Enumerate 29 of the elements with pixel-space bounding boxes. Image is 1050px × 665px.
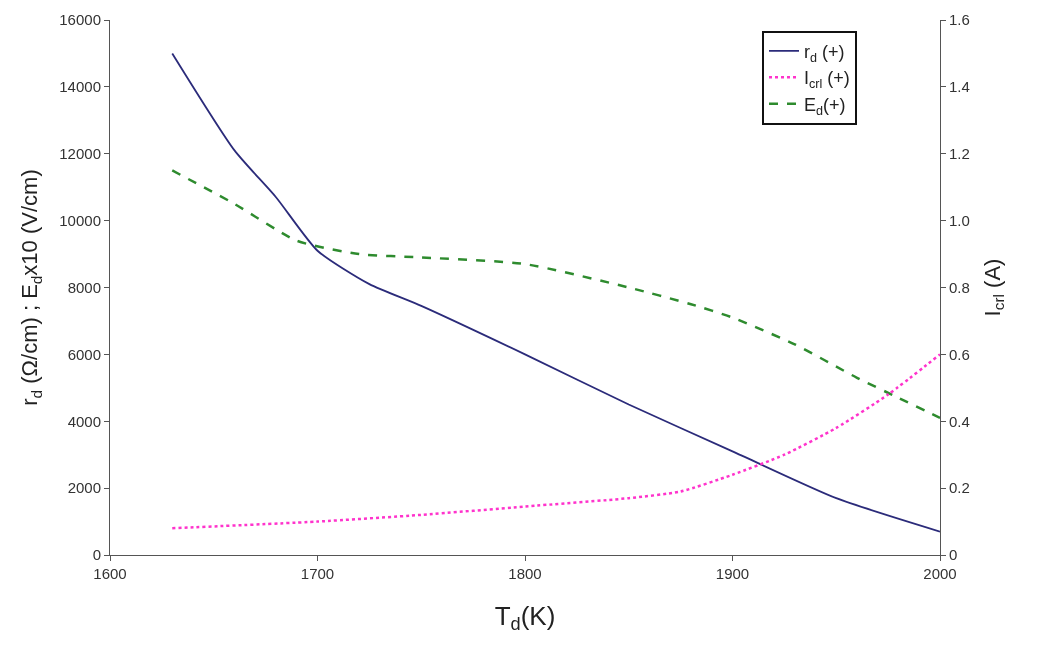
y-tick-label: 16000 [59, 11, 101, 29]
y2-tick-label: 1.6 [949, 11, 970, 29]
legend-label: I$_{crl}$ (+) [804, 68, 850, 92]
x-axis-title: T$_{d}$(K) [494, 600, 556, 635]
y-tick-label: 6000 [67, 345, 101, 363]
y-tick-label: 0 [92, 546, 101, 564]
y-tick-label: 12000 [59, 145, 101, 162]
y2-tick-label: 1.4 [949, 78, 970, 96]
y2-tick-label: 0 [949, 546, 958, 564]
line-series [171, 353, 940, 530]
y-tick-label: 4000 [67, 412, 101, 430]
x-tick-label: 1900 [715, 565, 750, 582]
y-tick-label: 14000 [59, 78, 101, 96]
y2-tick-label: 0.8 [949, 278, 970, 296]
x-tick-label: 1600 [93, 565, 127, 582]
line-series [171, 169, 940, 420]
y2-tick-label: 0.2 [949, 479, 970, 497]
y2-tick-label: 0.4 [949, 412, 970, 430]
y-tick-label: 8000 [67, 278, 101, 296]
y2-tick-label: 1.0 [949, 211, 970, 229]
legend-label: r$_{d}$ (+) [804, 41, 845, 65]
y-tick-label: 10000 [59, 211, 101, 229]
y2-tick-label: 0.6 [949, 345, 970, 363]
legend-label: E$_{d}$(+) [804, 94, 846, 118]
x-tick-label: 1800 [508, 565, 542, 582]
y2-tick-label: 1.2 [949, 145, 970, 162]
x-tick-label: 1700 [300, 565, 335, 582]
y-tick-label: 2000 [67, 479, 101, 497]
x-tick-label: 2000 [923, 565, 957, 582]
